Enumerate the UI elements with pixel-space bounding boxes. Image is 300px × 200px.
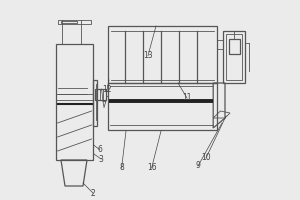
Bar [61,21,77,23]
Bar [223,31,244,83]
Text: 10: 10 [201,154,211,162]
Text: 2: 2 [91,188,95,198]
Bar [93,80,97,126]
Text: 7: 7 [101,102,106,110]
Bar [58,20,91,24]
Bar [95,89,106,100]
Bar [108,83,217,130]
Text: 16: 16 [147,164,156,172]
Text: 13: 13 [143,51,153,60]
Text: 12: 12 [102,86,112,95]
Text: 9: 9 [196,162,200,170]
Text: 6: 6 [97,145,102,154]
Text: 11: 11 [182,94,192,102]
Bar [56,44,93,160]
Bar [229,39,240,54]
Bar [96,84,97,120]
Text: 3: 3 [99,154,103,164]
Text: 8: 8 [119,164,124,172]
Bar [226,34,242,80]
Bar [108,26,217,83]
